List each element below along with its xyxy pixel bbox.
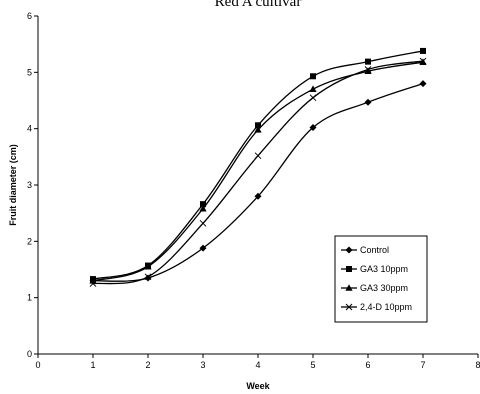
legend-label-ga3-10ppm: GA3 10ppm: [360, 264, 408, 274]
data-point-2-4-d-10ppm: [364, 66, 372, 73]
x-tick-label: 3: [200, 360, 205, 370]
x-tick-label: 0: [35, 360, 40, 370]
y-axis-title: Fruit diameter (cm): [8, 144, 18, 226]
legend-label-2-4-d-10ppm: 2,4-D 10ppm: [360, 302, 412, 312]
data-point-ga3-30ppm: [254, 125, 262, 133]
x-axis-title: Week: [246, 381, 270, 391]
data-point-ga3-10ppm: [200, 201, 206, 208]
data-point-2-4-d-10ppm: [419, 57, 427, 65]
marker-stroke: [254, 152, 262, 160]
legend-marker-control: [345, 246, 353, 254]
data-point-ga3-10ppm: [255, 122, 261, 129]
marker-stroke: [364, 66, 372, 73]
data-point-2-4-d-10ppm: [199, 219, 207, 227]
data-point-2-4-d-10ppm: [89, 280, 97, 287]
data-point-control: [254, 192, 262, 200]
data-point-ga3-10ppm: [310, 73, 316, 80]
marker-stroke: [345, 303, 353, 311]
data-point-2-4-d-10ppm: [144, 273, 152, 281]
data-point-control: [309, 124, 317, 132]
y-tick-label: 1: [27, 293, 32, 303]
legend-label-ga3-30ppm: GA3 30ppm: [360, 283, 408, 293]
y-tick-label: 0: [27, 349, 32, 359]
x-tick-label: 4: [255, 360, 260, 370]
x-tick-label: 6: [365, 360, 370, 370]
x-tick-label: 1: [90, 360, 95, 370]
plot-area: 0 1 2 3 4 5 6 7 8 0 1 2 3 4 5 6: [27, 11, 480, 370]
data-point-control: [419, 80, 427, 88]
data-point-ga3-10ppm: [420, 47, 426, 54]
data-point-ga3-30ppm: [364, 67, 372, 75]
marker-stroke: [144, 273, 152, 281]
x-tick-label: 7: [420, 360, 425, 370]
legend-marker-ga3-10ppm: [346, 266, 352, 272]
data-point-control: [364, 98, 372, 106]
y-tick-label: 3: [27, 180, 32, 190]
data-point-control: [199, 244, 207, 252]
marker-stroke: [199, 219, 207, 227]
legend-label-control: Control: [360, 245, 389, 255]
legend-marker-2-4-d-10ppm: [345, 303, 353, 311]
data-point-2-4-d-10ppm: [309, 94, 317, 102]
marker-stroke: [89, 280, 97, 287]
marker-stroke: [419, 57, 427, 65]
y-tick-label: 2: [27, 236, 32, 246]
data-point-ga3-30ppm: [199, 204, 207, 212]
marker-stroke: [309, 94, 317, 102]
legend-marker-ga3-30ppm: [345, 284, 353, 291]
data-point-ga3-30ppm: [144, 262, 152, 270]
legend: Control GA3 10ppm GA3 30ppm 2,4-D 10ppm: [334, 235, 428, 323]
data-point-ga3-10ppm: [365, 58, 371, 65]
x-tick-label: 2: [145, 360, 150, 370]
series-2-4-d-10ppm: [89, 57, 427, 287]
x-tick-label: 5: [310, 360, 315, 370]
data-point-ga3-30ppm: [309, 85, 317, 93]
data-point-2-4-d-10ppm: [254, 152, 262, 160]
chart-title: Red A cultivar: [215, 0, 302, 10]
y-tick-label: 4: [27, 124, 32, 134]
x-tick-label: 8: [475, 360, 480, 370]
y-tick-label: 5: [27, 67, 32, 77]
y-tick-label: 6: [27, 11, 32, 21]
